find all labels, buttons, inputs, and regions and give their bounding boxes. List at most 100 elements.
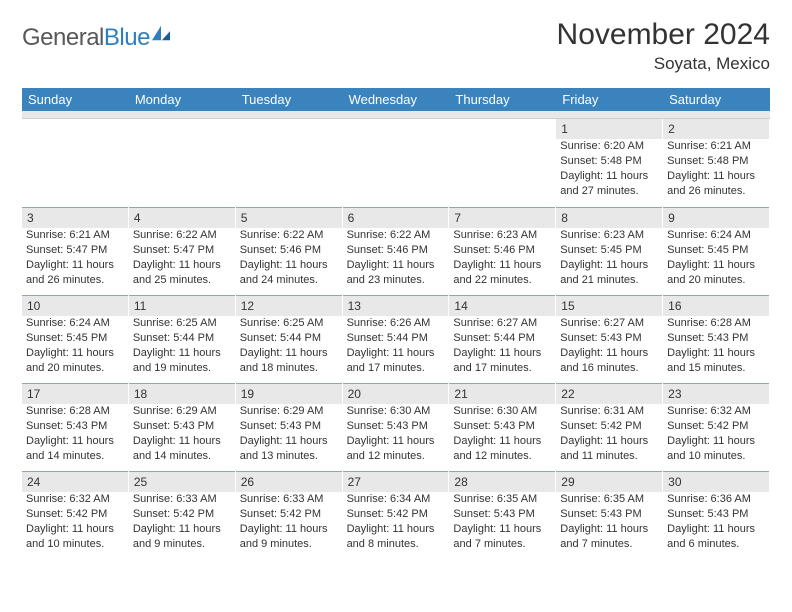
- sunset-line: Sunset: 5:46 PM: [453, 243, 551, 258]
- day-details: Sunrise: 6:23 AMSunset: 5:45 PMDaylight:…: [556, 228, 662, 291]
- day-number: 30: [663, 471, 769, 492]
- day-number: 11: [129, 295, 235, 316]
- daylight-line: Daylight: 11 hours and 12 minutes.: [347, 434, 445, 464]
- calendar-cell: 20Sunrise: 6:30 AMSunset: 5:43 PMDayligh…: [343, 383, 450, 471]
- sunrise-line: Sunrise: 6:23 AM: [560, 228, 658, 243]
- calendar-cell: 21Sunrise: 6:30 AMSunset: 5:43 PMDayligh…: [449, 383, 556, 471]
- daylight-line: Daylight: 11 hours and 24 minutes.: [240, 258, 338, 288]
- day-number: 5: [236, 207, 342, 228]
- day-details: Sunrise: 6:29 AMSunset: 5:43 PMDaylight:…: [236, 404, 342, 467]
- day-details: Sunrise: 6:36 AMSunset: 5:43 PMDaylight:…: [663, 492, 769, 555]
- day-details: Sunrise: 6:29 AMSunset: 5:43 PMDaylight:…: [129, 404, 235, 467]
- daylight-line: Daylight: 11 hours and 25 minutes.: [133, 258, 231, 288]
- calendar-cell: 8Sunrise: 6:23 AMSunset: 5:45 PMDaylight…: [556, 207, 663, 295]
- sunset-line: Sunset: 5:48 PM: [560, 154, 658, 169]
- sunset-line: Sunset: 5:42 PM: [240, 507, 338, 522]
- day-details: Sunrise: 6:24 AMSunset: 5:45 PMDaylight:…: [22, 316, 128, 379]
- day-number: 19: [236, 383, 342, 404]
- sunset-line: Sunset: 5:48 PM: [667, 154, 765, 169]
- day-details: Sunrise: 6:33 AMSunset: 5:42 PMDaylight:…: [236, 492, 342, 555]
- day-number: 29: [556, 471, 662, 492]
- sunrise-line: Sunrise: 6:30 AM: [453, 404, 551, 419]
- daylight-line: Daylight: 11 hours and 15 minutes.: [667, 346, 765, 376]
- calendar-cell: 3Sunrise: 6:21 AMSunset: 5:47 PMDaylight…: [22, 207, 129, 295]
- daylight-line: Daylight: 11 hours and 6 minutes.: [667, 522, 765, 552]
- sunrise-line: Sunrise: 6:28 AM: [667, 316, 765, 331]
- sunset-line: Sunset: 5:43 PM: [453, 507, 551, 522]
- sunset-line: Sunset: 5:42 PM: [26, 507, 124, 522]
- day-details: Sunrise: 6:27 AMSunset: 5:43 PMDaylight:…: [556, 316, 662, 379]
- sunset-line: Sunset: 5:43 PM: [26, 419, 124, 434]
- calendar-cell: 29Sunrise: 6:35 AMSunset: 5:43 PMDayligh…: [556, 471, 663, 559]
- day-number: 2: [663, 119, 769, 139]
- daylight-line: Daylight: 11 hours and 14 minutes.: [26, 434, 124, 464]
- daylight-line: Daylight: 11 hours and 17 minutes.: [347, 346, 445, 376]
- day-details: Sunrise: 6:28 AMSunset: 5:43 PMDaylight:…: [663, 316, 769, 379]
- day-number: 27: [343, 471, 449, 492]
- sunset-line: Sunset: 5:42 PM: [667, 419, 765, 434]
- day-details: Sunrise: 6:31 AMSunset: 5:42 PMDaylight:…: [556, 404, 662, 467]
- day-details: Sunrise: 6:25 AMSunset: 5:44 PMDaylight:…: [236, 316, 342, 379]
- sunrise-line: Sunrise: 6:35 AM: [560, 492, 658, 507]
- weekday-header: Thursday: [449, 88, 556, 111]
- header-spacer: [22, 111, 770, 119]
- calendar-cell: 25Sunrise: 6:33 AMSunset: 5:42 PMDayligh…: [129, 471, 236, 559]
- brand-text: GeneralBlue: [22, 24, 150, 52]
- daylight-line: Daylight: 11 hours and 20 minutes.: [26, 346, 124, 376]
- sunrise-line: Sunrise: 6:34 AM: [347, 492, 445, 507]
- sunset-line: Sunset: 5:43 PM: [560, 507, 658, 522]
- calendar-cell: 27Sunrise: 6:34 AMSunset: 5:42 PMDayligh…: [343, 471, 450, 559]
- sunset-line: Sunset: 5:43 PM: [453, 419, 551, 434]
- day-number: 8: [556, 207, 662, 228]
- day-details: Sunrise: 6:32 AMSunset: 5:42 PMDaylight:…: [22, 492, 128, 555]
- sunrise-line: Sunrise: 6:22 AM: [347, 228, 445, 243]
- day-number-empty: [343, 119, 449, 139]
- sunrise-line: Sunrise: 6:24 AM: [26, 316, 124, 331]
- calendar-cell: 22Sunrise: 6:31 AMSunset: 5:42 PMDayligh…: [556, 383, 663, 471]
- page-title: November 2024: [557, 18, 770, 52]
- day-details: Sunrise: 6:21 AMSunset: 5:48 PMDaylight:…: [663, 139, 769, 202]
- day-number-empty: [449, 119, 555, 139]
- day-details: Sunrise: 6:33 AMSunset: 5:42 PMDaylight:…: [129, 492, 235, 555]
- daylight-line: Daylight: 11 hours and 12 minutes.: [453, 434, 551, 464]
- day-details: Sunrise: 6:34 AMSunset: 5:42 PMDaylight:…: [343, 492, 449, 555]
- calendar-cell: 14Sunrise: 6:27 AMSunset: 5:44 PMDayligh…: [449, 295, 556, 383]
- calendar-cell: 5Sunrise: 6:22 AMSunset: 5:46 PMDaylight…: [236, 207, 343, 295]
- brand-blue: Blue: [104, 24, 150, 51]
- calendar: SundayMondayTuesdayWednesdayThursdayFrid…: [22, 88, 770, 559]
- weekday-header: Friday: [556, 88, 663, 111]
- calendar-cell: 30Sunrise: 6:36 AMSunset: 5:43 PMDayligh…: [663, 471, 770, 559]
- sunset-line: Sunset: 5:43 PM: [560, 331, 658, 346]
- day-number: 4: [129, 207, 235, 228]
- calendar-cell: 24Sunrise: 6:32 AMSunset: 5:42 PMDayligh…: [22, 471, 129, 559]
- day-number: 7: [449, 207, 555, 228]
- day-details: Sunrise: 6:30 AMSunset: 5:43 PMDaylight:…: [449, 404, 555, 467]
- day-number: 18: [129, 383, 235, 404]
- sunset-line: Sunset: 5:44 PM: [133, 331, 231, 346]
- calendar-cell: 26Sunrise: 6:33 AMSunset: 5:42 PMDayligh…: [236, 471, 343, 559]
- daylight-line: Daylight: 11 hours and 11 minutes.: [560, 434, 658, 464]
- day-number: 26: [236, 471, 342, 492]
- sunrise-line: Sunrise: 6:21 AM: [26, 228, 124, 243]
- daylight-line: Daylight: 11 hours and 9 minutes.: [133, 522, 231, 552]
- day-details: Sunrise: 6:22 AMSunset: 5:46 PMDaylight:…: [343, 228, 449, 291]
- calendar-cell: 1Sunrise: 6:20 AMSunset: 5:48 PMDaylight…: [556, 119, 663, 207]
- calendar-cell: 19Sunrise: 6:29 AMSunset: 5:43 PMDayligh…: [236, 383, 343, 471]
- weekday-header: Saturday: [663, 88, 770, 111]
- calendar-grid: 1Sunrise: 6:20 AMSunset: 5:48 PMDaylight…: [22, 119, 770, 559]
- sunset-line: Sunset: 5:43 PM: [347, 419, 445, 434]
- daylight-line: Daylight: 11 hours and 17 minutes.: [453, 346, 551, 376]
- sunset-line: Sunset: 5:43 PM: [133, 419, 231, 434]
- day-details: Sunrise: 6:27 AMSunset: 5:44 PMDaylight:…: [449, 316, 555, 379]
- day-number-empty: [22, 119, 128, 139]
- weekday-header: Sunday: [22, 88, 129, 111]
- sunrise-line: Sunrise: 6:27 AM: [453, 316, 551, 331]
- sunrise-line: Sunrise: 6:33 AM: [240, 492, 338, 507]
- sunrise-line: Sunrise: 6:32 AM: [26, 492, 124, 507]
- day-number: 9: [663, 207, 769, 228]
- calendar-cell: [449, 119, 556, 207]
- sunset-line: Sunset: 5:46 PM: [347, 243, 445, 258]
- sunrise-line: Sunrise: 6:21 AM: [667, 139, 765, 154]
- day-details: Sunrise: 6:35 AMSunset: 5:43 PMDaylight:…: [449, 492, 555, 555]
- sunrise-line: Sunrise: 6:25 AM: [240, 316, 338, 331]
